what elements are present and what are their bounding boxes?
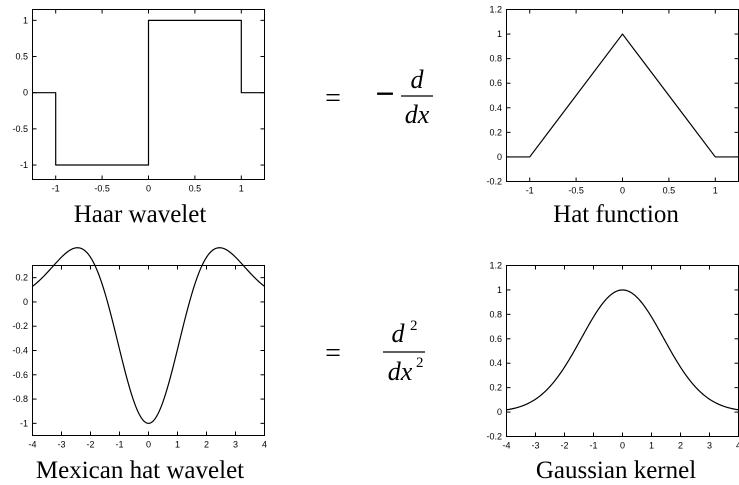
gauss-x-tick-label: 1 bbox=[649, 441, 654, 451]
haar-wavelet-plot: -1 -0.5 0 0.5 1 1 0.5 0 -0.5 -1 Haar wavelet bbox=[12, 9, 265, 228]
gauss-y-tick-label: 0.4 bbox=[489, 358, 502, 368]
mexican-x-tick-labels: -4 -3 -2 -1 0 1 2 3 4 bbox=[28, 440, 267, 450]
dx2-denominator-exponent: 2 bbox=[416, 355, 424, 371]
hat-y-tick-label: 0.8 bbox=[489, 54, 502, 64]
hat-x-tick-label: -1 bbox=[526, 186, 534, 196]
mexican-y-tick-label: 0.2 bbox=[15, 273, 28, 283]
haar-x-tick-labels: -1 -0.5 0 0.5 1 bbox=[52, 184, 244, 194]
haar-y-tick-labels: 1 0.5 0 -0.5 -1 bbox=[12, 15, 28, 170]
gauss-x-tick-label: 2 bbox=[678, 441, 683, 451]
derivative-equation: = − d dx bbox=[325, 65, 433, 129]
gauss-y-tick-label: 1 bbox=[497, 285, 502, 295]
mexican-y-tick-labels: 0.2 0 -0.2 -0.4 -0.6 -0.8 -1 bbox=[12, 273, 28, 429]
gauss-x-tick-label: -3 bbox=[531, 441, 539, 451]
mexican-y-tick-label: -0.2 bbox=[12, 321, 28, 331]
haar-x-tick-label: 0 bbox=[146, 184, 151, 194]
hat-curve bbox=[506, 33, 739, 158]
hat-ticks bbox=[506, 9, 739, 182]
hat-x-tick-label: 1 bbox=[713, 186, 718, 196]
dx-denominator: dx bbox=[405, 100, 430, 129]
equals-sign-2: = bbox=[325, 338, 341, 369]
dx2-denominator: dx bbox=[388, 357, 413, 386]
hat-y-tick-label: 0.2 bbox=[489, 127, 502, 137]
mexican-y-tick-label: -0.6 bbox=[12, 370, 28, 380]
hat-y-tick-label: 1 bbox=[497, 29, 502, 39]
mexican-y-tick-label: -0.8 bbox=[12, 394, 28, 404]
gauss-curve bbox=[506, 289, 739, 411]
hat-y-tick-label: 0.6 bbox=[489, 78, 502, 88]
gauss-x-tick-label: 3 bbox=[707, 441, 712, 451]
mexican-x-tick-label: 0 bbox=[146, 440, 151, 450]
hat-function-plot: -1 -0.5 0 0.5 1 1.2 1 0.8 0.6 0.4 0.2 0 -0.2 Hat fu… bbox=[486, 5, 739, 228]
haar-x-tick-label: -1 bbox=[52, 184, 60, 194]
hat-x-tick-label: 0 bbox=[620, 186, 625, 196]
gauss-y-tick-label: -0.2 bbox=[486, 432, 502, 442]
haar-caption: Haar wavelet bbox=[74, 201, 207, 228]
mexican-x-tick-label: 3 bbox=[233, 440, 238, 450]
haar-x-tick-label: 1 bbox=[239, 184, 244, 194]
mexican-curve bbox=[32, 247, 265, 424]
gaussian-kernel-plot: -4 -3 -2 -1 0 1 2 3 4 1.2 1 0.8 0.6 0.4 0.2 0 -0.2 Gaus… bbox=[486, 261, 739, 484]
mexican-x-tick-label: 4 bbox=[262, 440, 267, 450]
equals-sign-1: = bbox=[325, 83, 341, 114]
minus-sign: − bbox=[375, 76, 394, 113]
gauss-plot-frame bbox=[506, 265, 739, 437]
d-numerator: d bbox=[411, 65, 425, 94]
mexican-caption: Mexican hat wavelet bbox=[36, 457, 244, 484]
haar-y-tick-label: 0.5 bbox=[15, 52, 28, 62]
d2-numerator: d bbox=[392, 319, 406, 348]
gauss-y-tick-label: 0.2 bbox=[489, 383, 502, 393]
hat-plot-frame bbox=[506, 9, 739, 182]
hat-x-tick-label: -0.5 bbox=[568, 186, 584, 196]
hat-y-tick-label: 0.4 bbox=[489, 103, 502, 113]
haar-y-tick-label: 1 bbox=[23, 15, 28, 25]
gauss-caption: Gaussian kernel bbox=[536, 457, 696, 484]
gauss-x-tick-label: -1 bbox=[589, 441, 597, 451]
gauss-y-tick-label: 0.8 bbox=[489, 309, 502, 319]
gauss-x-tick-label: 0 bbox=[620, 441, 625, 451]
hat-caption: Hat function bbox=[553, 201, 679, 228]
mexican-x-tick-label: 2 bbox=[204, 440, 209, 450]
mexican-x-tick-label: -4 bbox=[28, 440, 36, 450]
gauss-x-tick-label: -4 bbox=[502, 441, 510, 451]
mexican-hat-wavelet-plot: -4 -3 -2 -1 0 1 2 3 4 0.2 0 -0.2 -0.4 -0.6 -0.8 -1 Mex… bbox=[12, 247, 267, 484]
gauss-y-tick-label: 0.6 bbox=[489, 334, 502, 344]
hat-y-tick-label: 0 bbox=[497, 152, 502, 162]
second-derivative-equation: = d 2 dx 2 bbox=[325, 318, 425, 386]
mexican-x-tick-label: -1 bbox=[115, 440, 123, 450]
gauss-y-tick-label: 1.2 bbox=[489, 261, 502, 271]
mexican-y-tick-label: -0.4 bbox=[12, 346, 28, 356]
d2-numerator-exponent: 2 bbox=[410, 318, 418, 334]
gauss-x-tick-label: 4 bbox=[736, 441, 739, 451]
hat-y-tick-label: -0.2 bbox=[486, 177, 502, 187]
mexican-ticks bbox=[32, 265, 265, 436]
gauss-y-tick-labels: 1.2 1 0.8 0.6 0.4 0.2 0 -0.2 bbox=[486, 261, 502, 442]
gauss-x-tick-labels: -4 -3 -2 -1 0 1 2 3 4 bbox=[502, 441, 739, 451]
haar-y-tick-label: 0 bbox=[23, 88, 28, 98]
haar-y-tick-label: -1 bbox=[20, 160, 28, 170]
gauss-x-tick-label: -2 bbox=[560, 441, 568, 451]
haar-curve bbox=[32, 19, 265, 166]
gauss-ticks bbox=[506, 265, 739, 437]
mexican-y-tick-label: 0 bbox=[23, 297, 28, 307]
hat-y-tick-labels: 1.2 1 0.8 0.6 0.4 0.2 0 -0.2 bbox=[486, 5, 502, 187]
mexican-y-tick-label: -1 bbox=[20, 418, 28, 428]
mexican-x-tick-label: -3 bbox=[57, 440, 65, 450]
hat-x-tick-labels: -1 -0.5 0 0.5 1 bbox=[526, 186, 718, 196]
mexican-x-tick-label: 1 bbox=[175, 440, 180, 450]
mexican-x-tick-label: -2 bbox=[86, 440, 94, 450]
haar-x-tick-label: -0.5 bbox=[94, 184, 110, 194]
mexican-plot-frame bbox=[32, 265, 265, 436]
hat-x-tick-label: 0.5 bbox=[663, 186, 676, 196]
hat-y-tick-label: 1.2 bbox=[489, 5, 502, 15]
haar-y-tick-label: -0.5 bbox=[12, 124, 28, 134]
gauss-y-tick-label: 0 bbox=[497, 407, 502, 417]
haar-x-tick-label: 0.5 bbox=[189, 184, 202, 194]
